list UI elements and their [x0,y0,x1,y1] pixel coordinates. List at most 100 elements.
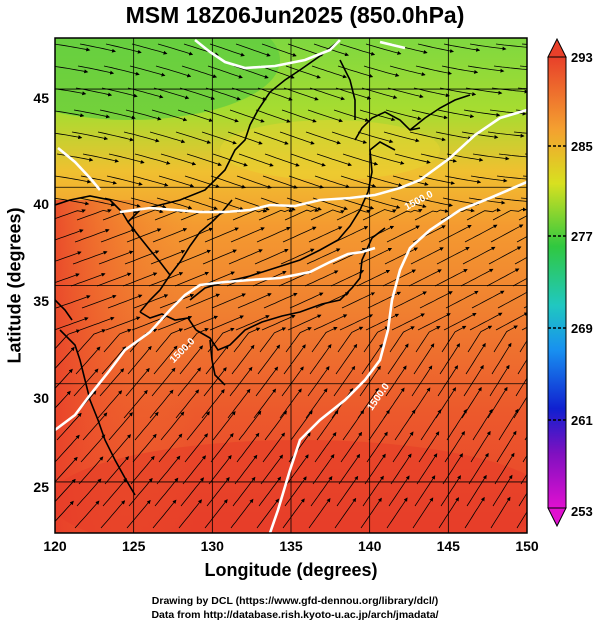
streamline [307,366,330,397]
streamline [493,325,518,353]
streamline [261,43,297,57]
streamline [340,431,363,463]
streamline [339,43,376,56]
streamline [356,269,391,287]
streamline [79,43,116,53]
streamline [179,345,204,375]
streamline [387,343,409,375]
streamline [56,153,94,162]
streamline [311,326,338,353]
streamline [230,227,265,243]
geopotential-contours [55,38,527,533]
streamline [515,377,527,397]
streamline [417,43,454,53]
streamline [307,109,343,123]
colorbar-max-arrow [547,37,567,58]
contour-line [194,38,341,70]
streamline [467,65,505,73]
streamline [362,209,397,221]
streamline [367,291,402,309]
streamline [82,412,108,441]
streamline [490,224,524,243]
streamline [305,131,341,145]
streamline [305,388,328,419]
streamline [238,153,274,167]
streamline [55,346,75,370]
streamline [157,43,194,56]
streamline [55,434,80,463]
streamline [257,87,293,101]
yellow-band [220,120,440,180]
streamline [55,209,86,220]
streamline [512,277,527,287]
streamline [362,475,384,507]
streamline [159,293,195,309]
streamline [282,498,305,529]
streamline [134,153,171,165]
x-tick-label: 140 [358,538,382,554]
streamline [341,292,376,309]
streamline [336,209,371,221]
streamline [80,175,117,185]
streamline [518,492,527,507]
streamline [330,270,365,287]
streamline [235,315,270,331]
streamline [212,410,236,441]
streamline [289,292,324,309]
streamline [175,389,200,419]
plot-frame [54,37,528,534]
streamline [435,387,457,419]
streamline [437,365,459,397]
streamline [178,227,214,243]
streamline [205,87,241,101]
streamline [182,197,218,210]
streamline [77,329,106,353]
streamline [288,432,311,463]
streamline [235,43,271,57]
streamline [237,293,272,309]
streamline [392,175,429,186]
streamline [123,131,160,143]
streamline [409,387,431,419]
streamline [79,316,115,331]
streamline [230,498,254,529]
streamline [443,313,477,331]
streamline [387,87,424,99]
streamline [414,209,449,221]
streamline [264,410,287,441]
streamline [186,411,210,441]
streamline [154,477,179,507]
streamline [126,228,162,243]
streamline [55,43,91,52]
streamline [177,367,201,397]
streamline [519,339,527,353]
streamline [469,312,503,331]
streamline [55,273,80,283]
streamline [470,430,491,463]
streamline [254,248,289,265]
colorbar-tick: 285 [571,139,593,154]
streamline [260,197,296,211]
streamline [416,197,453,208]
streamline [72,250,108,265]
streamline [209,315,244,331]
streamline [183,315,219,331]
streamline [228,249,263,265]
streamline [445,290,479,309]
streamline [513,396,527,419]
streamline [55,251,82,262]
streamline [204,499,228,529]
streamline [77,65,115,75]
streamline [446,409,467,441]
streamline [131,43,168,55]
streamline [207,327,235,353]
streamline [281,366,304,397]
streamline [411,365,433,397]
streamline [259,65,295,79]
streamline [435,131,473,141]
streamline [385,109,422,121]
colorbar-tick: 253 [571,504,593,519]
streamline [441,325,467,353]
streamline [179,87,216,100]
